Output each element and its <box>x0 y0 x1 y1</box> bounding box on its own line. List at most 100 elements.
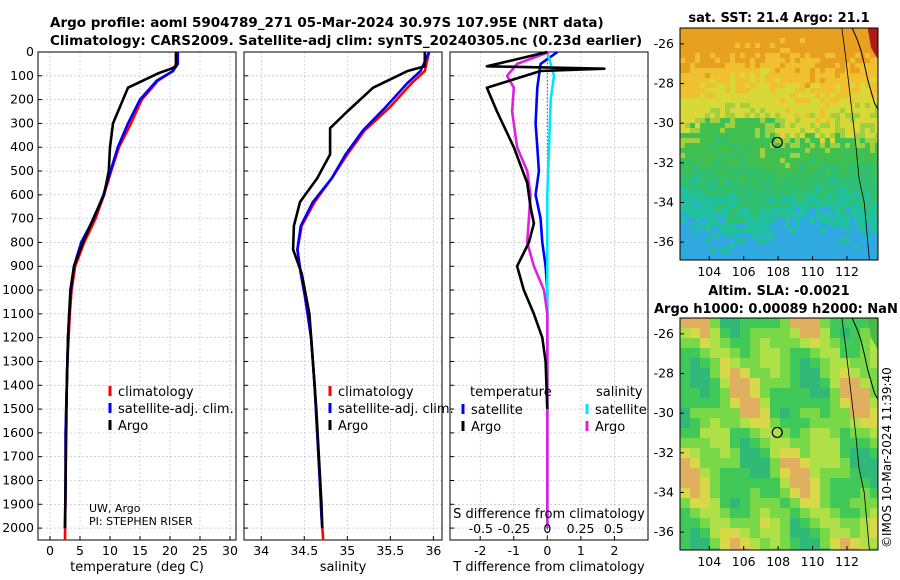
map-cell <box>865 173 871 179</box>
map-cell <box>800 73 806 79</box>
map-cell <box>860 168 866 174</box>
map-cell <box>870 233 876 239</box>
map-cell <box>835 113 841 119</box>
map-cell <box>865 48 871 54</box>
map-cell <box>730 548 741 551</box>
map-cell <box>775 93 781 99</box>
map-cell <box>835 28 841 34</box>
map-cell <box>770 518 781 529</box>
map-cell <box>810 468 821 479</box>
map-cell <box>820 538 831 549</box>
map-cell <box>730 438 741 449</box>
map-cell <box>800 548 811 551</box>
map-cell <box>780 408 791 419</box>
map-cell <box>725 148 731 154</box>
map-cell <box>830 498 841 509</box>
map-cell <box>810 458 821 469</box>
map-cell <box>875 123 879 129</box>
map-cell <box>730 228 736 234</box>
map-cell <box>770 203 776 209</box>
map-x-tick-label: 106 <box>732 264 756 279</box>
map-cell <box>720 93 726 99</box>
map-cell <box>720 338 731 349</box>
map-cell <box>810 418 821 429</box>
map-cell <box>830 458 841 469</box>
map-cell <box>850 218 856 224</box>
x-tick-label: 34 <box>253 543 269 558</box>
map-cell <box>685 98 691 104</box>
map-cell <box>785 123 791 129</box>
map-cell <box>710 103 716 109</box>
axes-frame <box>37 51 237 541</box>
map-cell <box>780 458 791 469</box>
map-cell <box>690 428 701 439</box>
map-cell <box>860 238 866 244</box>
map-cell <box>820 378 831 389</box>
map-cell <box>765 148 771 154</box>
map-cell <box>725 63 731 69</box>
map-cell <box>820 428 831 439</box>
map-cell <box>735 158 741 164</box>
map-cell <box>690 73 696 79</box>
map-cell <box>795 198 801 204</box>
map-cell <box>825 98 831 104</box>
map-cell <box>685 153 691 159</box>
y-tick-label: 900 <box>10 258 34 273</box>
map-cell <box>740 428 751 439</box>
map-cell <box>740 33 746 39</box>
legend-label: satellite-adj. clim. <box>118 402 234 417</box>
map-cell <box>820 238 826 244</box>
map-cell <box>850 43 856 49</box>
map-cell <box>770 128 776 134</box>
map-cell <box>710 318 721 329</box>
map-cell <box>775 138 781 144</box>
map-cell <box>835 33 841 39</box>
map-cell <box>850 253 856 259</box>
map-cell <box>695 188 701 194</box>
map-cell <box>755 248 761 254</box>
map-cell <box>715 118 721 124</box>
map-cell <box>790 113 796 119</box>
map-cell <box>810 103 816 109</box>
map-cell <box>735 173 741 179</box>
map-cell <box>680 328 691 339</box>
map-cell <box>720 203 726 209</box>
map-cell <box>745 113 751 119</box>
map-cell <box>855 143 861 149</box>
map-cell <box>840 138 846 144</box>
map-cell <box>700 148 706 154</box>
map-cell <box>680 208 686 214</box>
map-cell <box>760 428 771 439</box>
map-cell <box>820 98 826 104</box>
map-cell <box>780 93 786 99</box>
map-cell <box>775 38 781 44</box>
map-cell <box>800 88 806 94</box>
series-line-t-argo <box>485 50 606 410</box>
map-cell <box>730 193 736 199</box>
argo-position-marker <box>771 136 783 149</box>
map-cell <box>735 143 741 149</box>
map-cell <box>715 253 721 259</box>
map-cell <box>700 123 706 129</box>
map-cell <box>740 103 746 109</box>
map-cell <box>830 178 836 184</box>
map-cell <box>680 58 686 64</box>
map-cell <box>705 233 711 239</box>
map-cell <box>795 173 801 179</box>
map-cell <box>755 163 761 169</box>
map-cell <box>850 233 856 239</box>
map-cell <box>745 233 751 239</box>
map-cell <box>840 328 851 339</box>
map-cell <box>845 68 851 74</box>
map-cell <box>735 258 741 261</box>
map-cell <box>680 28 686 34</box>
map-cell <box>865 158 871 164</box>
map-cell <box>745 248 751 254</box>
map-cell <box>740 338 751 349</box>
map-cell <box>720 208 726 214</box>
map-cell <box>680 53 686 59</box>
map-cell <box>820 388 831 399</box>
map-cell <box>810 238 816 244</box>
map-cell <box>750 193 756 199</box>
map-cell <box>835 203 841 209</box>
